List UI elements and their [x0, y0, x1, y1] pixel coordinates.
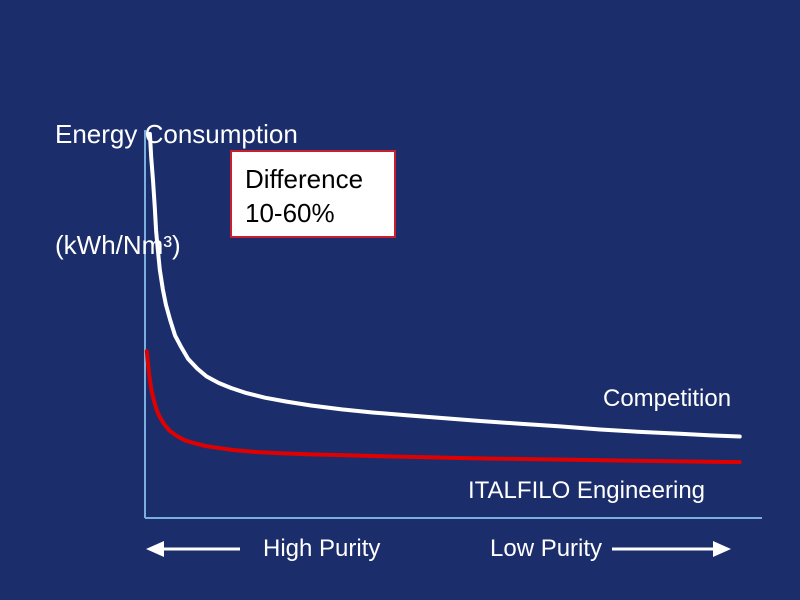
high-purity-label: High Purity — [263, 535, 381, 562]
difference-annotation-line2: 10-60% — [245, 198, 335, 228]
low-purity-label: Low Purity — [490, 535, 603, 562]
competition-curve — [147, 131, 742, 439]
chart-title-line1: Energy Consumption — [55, 119, 298, 149]
right-arrow — [612, 541, 731, 557]
difference-annotation-line1: Difference — [245, 164, 364, 194]
competition-series-label: Competition — [603, 385, 732, 412]
left-arrow — [146, 541, 240, 557]
italfilo-curve — [144, 349, 742, 465]
difference-annotation-box: Difference 10-60% — [230, 150, 396, 238]
chart-title: Energy Consumption (kWh/Nm³) — [55, 42, 298, 338]
chart-title-unit: (kWh/Nm³) — [55, 230, 181, 260]
italfilo-series-label: ITALFILO Engineering — [468, 477, 706, 504]
